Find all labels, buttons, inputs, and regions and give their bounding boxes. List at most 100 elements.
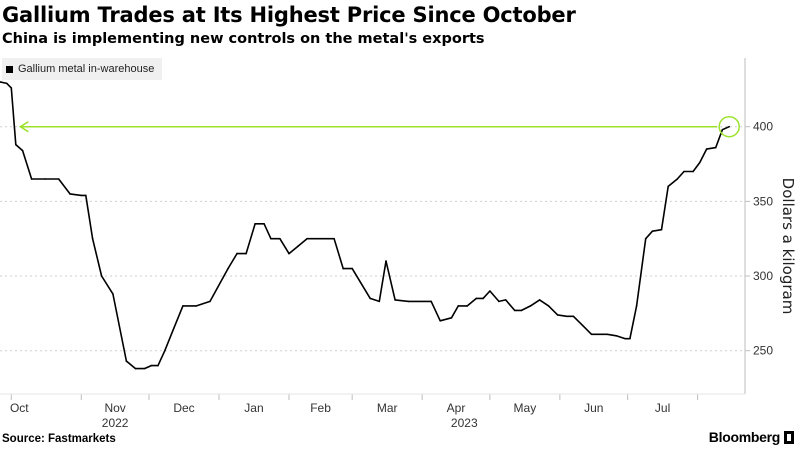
series-layer (0, 81, 730, 370)
data-point (134, 367, 137, 370)
data-point (450, 317, 453, 319)
arrow-head-icon (18, 121, 29, 133)
data-point (254, 223, 256, 225)
data-point (306, 237, 308, 240)
data-point (236, 252, 238, 255)
x-tick-label: Apr (447, 401, 466, 415)
data-point (91, 237, 94, 240)
data-point (556, 314, 559, 316)
highlight-circle (718, 115, 740, 138)
data-point (538, 299, 541, 301)
data-point (394, 299, 396, 301)
data-point (660, 228, 663, 231)
data-point (615, 335, 618, 337)
data-point (667, 185, 669, 188)
data-point (44, 178, 46, 180)
x-year-label: 2023 (451, 416, 478, 430)
data-point (270, 237, 272, 240)
x-axis-ticks: Oct Nov Dec Jan Feb Mar Apr May Jun Jul 2022 2023 (0, 393, 745, 430)
data-point (651, 230, 654, 232)
data-point (504, 299, 507, 301)
chart-title: Gallium Trades at Its Highest Price Sinc… (2, 3, 576, 27)
data-point (157, 364, 159, 367)
y-axis-ticks: 250 300 350 400 (745, 120, 773, 358)
data-point (164, 349, 166, 352)
data-point (209, 300, 211, 303)
data-point (30, 178, 33, 180)
y-tick-label: 400 (753, 120, 773, 134)
data-point (227, 267, 229, 270)
data-point (263, 223, 265, 225)
data-point (369, 297, 372, 300)
x-tick-label: Mar (377, 401, 398, 415)
y-tick-label: 300 (753, 269, 773, 283)
x-tick-label: Jul (655, 401, 670, 415)
data-point (173, 327, 175, 330)
legend: Gallium metal in-warehouse (2, 58, 163, 80)
data-point (644, 237, 647, 240)
data-point (0, 81, 1, 83)
legend-swatch (6, 65, 13, 73)
data-point (100, 275, 103, 277)
data-point (69, 193, 71, 195)
data-point (182, 305, 184, 307)
data-point (547, 305, 550, 307)
gridlines (0, 58, 746, 394)
brand-mark-icon (784, 430, 794, 444)
data-point (590, 333, 593, 336)
data-point (475, 297, 478, 300)
data-point (482, 297, 484, 300)
data-point (15, 143, 17, 146)
data-point (581, 324, 584, 327)
annotation-layer (18, 115, 740, 138)
data-point (10, 87, 13, 89)
data-point (333, 237, 335, 240)
x-tick-label: Jan (244, 401, 263, 415)
data-point (624, 337, 627, 340)
brand-logo: Bloomberg (709, 429, 794, 445)
data-point (683, 170, 685, 173)
data-point (342, 267, 345, 270)
data-point (351, 267, 354, 270)
data-point (513, 309, 516, 312)
data-point (457, 305, 460, 307)
x-tick-label: Nov (104, 401, 125, 415)
data-point (676, 178, 679, 180)
source-note: Source: Fastmarkets (2, 433, 116, 445)
data-point (85, 194, 87, 197)
data-point (245, 252, 247, 255)
data-point (565, 315, 568, 318)
data-point (150, 364, 153, 367)
x-tick-label: May (514, 401, 537, 415)
data-point (297, 245, 299, 247)
data-point (112, 293, 114, 295)
series-line-0 (0, 81, 730, 370)
data-point (520, 309, 523, 312)
y-tick-label: 350 (753, 194, 773, 208)
data-point (606, 333, 609, 336)
data-point (195, 305, 198, 307)
data-point (57, 178, 60, 180)
data-point (21, 149, 24, 152)
data-point (466, 305, 469, 307)
y-tick-label: 250 (753, 344, 773, 358)
data-point (572, 315, 575, 318)
legend-label: Gallium metal in-warehouse (18, 63, 155, 75)
data-point (6, 82, 8, 85)
brand-name: Bloomberg (708, 429, 781, 445)
data-point (143, 367, 146, 370)
data-point (529, 305, 532, 307)
data-point (699, 161, 701, 164)
data-point (430, 300, 433, 303)
data-point (728, 125, 730, 128)
data-point (721, 128, 724, 131)
data-point (489, 290, 491, 292)
y-axis-title: Dollars a kilogram (779, 178, 797, 315)
data-point (279, 237, 281, 240)
data-point (385, 260, 387, 262)
x-year-label: 2022 (102, 416, 129, 430)
data-point (705, 148, 708, 150)
chart-subtitle: China is implementing new controls on th… (2, 31, 485, 47)
data-point (635, 305, 638, 307)
